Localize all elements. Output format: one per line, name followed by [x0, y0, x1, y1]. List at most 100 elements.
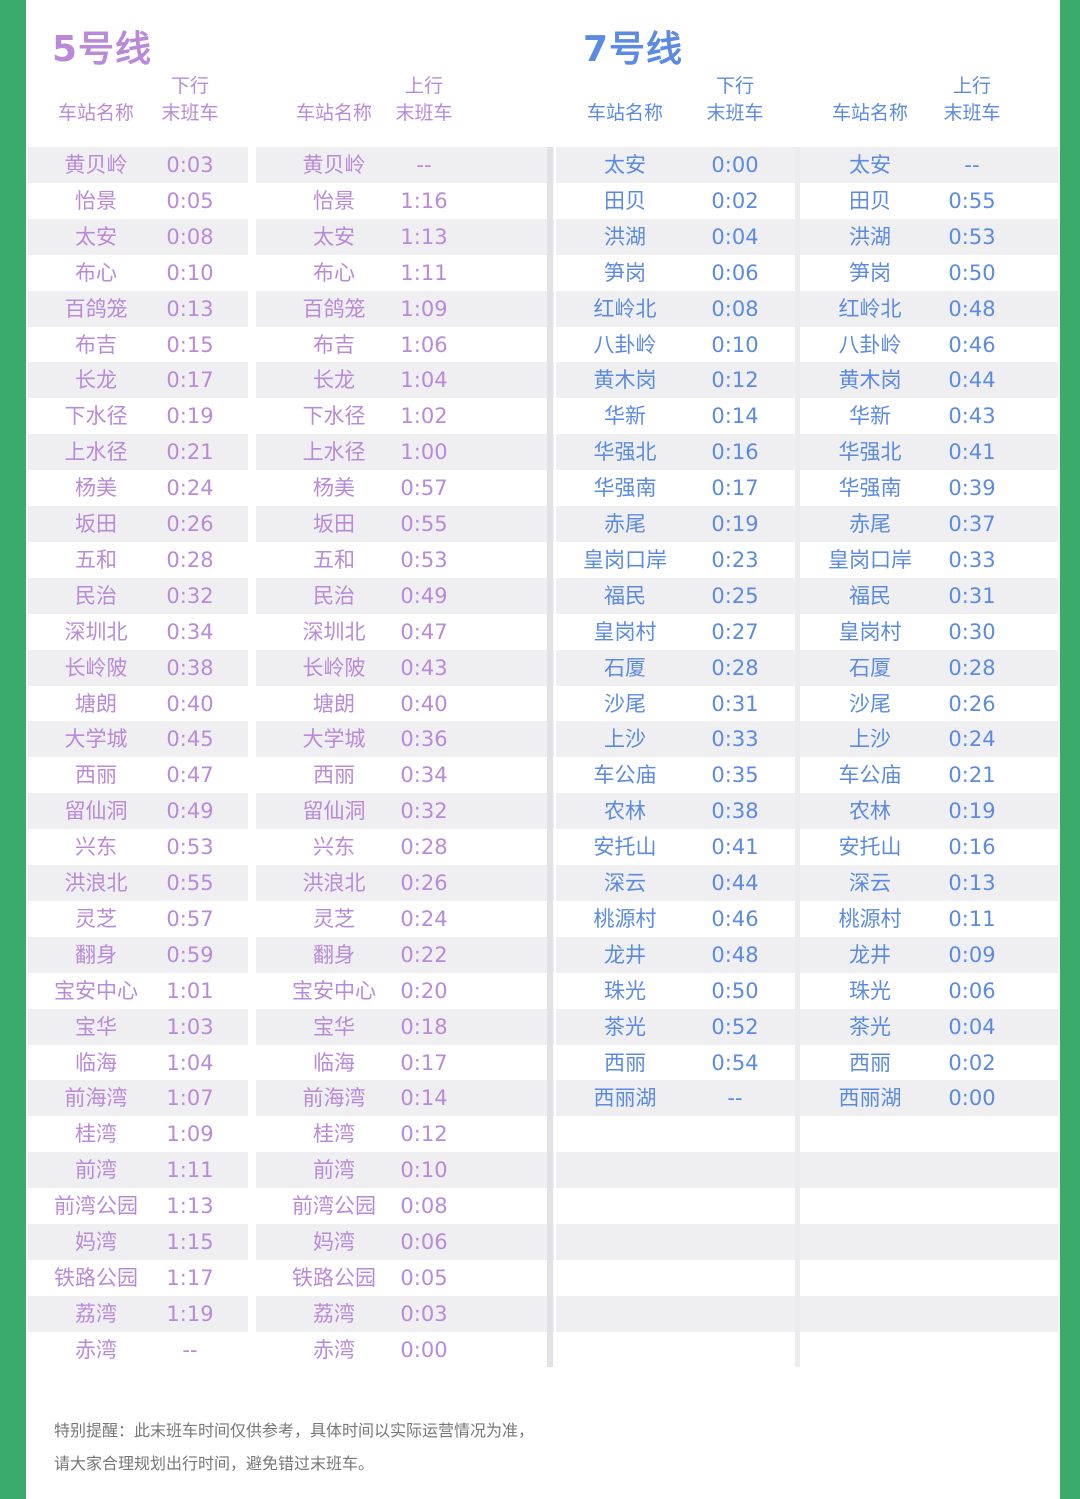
station-name-down: 翻身	[75, 942, 117, 967]
up-last-train-time: 0:37	[948, 512, 996, 536]
up-last-train-time: 0:20	[400, 978, 448, 1003]
down-last-train-time: 1:09	[166, 1122, 214, 1147]
right-border	[1060, 0, 1080, 1499]
down-last-train-time: 0:10	[711, 332, 759, 357]
station-name-down: 黄木岗	[593, 368, 657, 393]
station-name-down: 灵芝	[75, 906, 117, 931]
station-name-down: 留仙洞	[64, 799, 128, 824]
station-name-up: 桂湾	[313, 1122, 355, 1147]
line5-down-dir-header: 下行 末班车	[150, 73, 230, 127]
station-name-down: 长龙	[75, 368, 117, 393]
station-name-up: 大学城	[302, 727, 366, 752]
line7-up-station-header: 车站名称	[831, 102, 908, 124]
up-last-train-time: 0:17	[400, 1050, 448, 1075]
station-name-down: 西丽湖	[593, 1086, 657, 1111]
down-last-train-time: 0:54	[711, 1050, 759, 1075]
line5-up-station-header: 车站名称	[295, 102, 372, 124]
row-stripe	[28, 362, 1058, 399]
down-last-train-time: 0:23	[711, 547, 759, 572]
station-name-down: 安托山	[593, 835, 657, 860]
down-last-train-time: 0:40	[166, 691, 214, 716]
station-name-up: 石厦	[849, 655, 891, 680]
station-name-down: 妈湾	[75, 1230, 117, 1254]
station-name-up: 赤尾	[849, 512, 891, 536]
down-last-train-time: 0:19	[711, 512, 759, 536]
station-name-down: 桂湾	[75, 1122, 117, 1147]
station-name-down: 怡景	[75, 188, 117, 213]
up-last-train-time: 0:47	[400, 619, 448, 644]
station-name-up: 黄贝岭	[302, 153, 366, 177]
station-name-up: 安托山	[838, 835, 902, 860]
down-last-train-time: 0:16	[711, 440, 759, 465]
down-last-train-time: 0:08	[166, 224, 214, 249]
station-name-down: 皇岗村	[593, 619, 657, 644]
station-name-up: 桃源村	[838, 906, 902, 931]
up-last-train-time: 0:19	[948, 799, 996, 824]
station-name-up: 笋岗	[849, 260, 891, 285]
down-last-train-time: 0:38	[711, 799, 759, 824]
down-last-train-time: 0:32	[166, 583, 214, 608]
direction-label: 上行	[404, 75, 443, 97]
station-name-down: 兴东	[75, 835, 117, 860]
down-last-train-time: 0:34	[166, 619, 214, 644]
down-last-train-time: 0:27	[711, 619, 759, 644]
station-name-up: 长岭陂	[302, 655, 366, 680]
station-name-down: 布吉	[75, 332, 117, 357]
up-last-train-time: 1:02	[400, 404, 448, 429]
station-name-down: 杨美	[75, 476, 117, 501]
up-last-train-time: 0:33	[948, 547, 996, 572]
down-last-train-time: 0:33	[711, 727, 759, 752]
station-name-down: 临海	[75, 1050, 117, 1075]
station-name-up: 布心	[313, 260, 355, 285]
down-last-train-time: 0:28	[711, 655, 759, 680]
down-last-train-time: 0:19	[166, 404, 214, 429]
up-last-train-time: 0:00	[400, 1337, 448, 1362]
down-last-train-time: 0:52	[711, 1014, 759, 1039]
station-name-down: 坂田	[75, 512, 117, 536]
up-last-train-time: 0:21	[948, 763, 996, 788]
direction-label: 下行	[170, 75, 209, 97]
station-name-up: 华强南	[838, 476, 902, 501]
down-last-train-time: 0:10	[166, 260, 214, 285]
station-name-down: 大学城	[64, 727, 128, 752]
row-stripe	[28, 1152, 1058, 1189]
down-last-train-time: 0:21	[166, 440, 214, 465]
up-last-train-time: 1:06	[400, 332, 448, 357]
up-last-train-time: 0:53	[948, 224, 996, 249]
notice-line-2: 请大家合理规划出行时间，避免错过末班车。	[54, 1454, 375, 1473]
station-name-down: 沙尾	[604, 691, 646, 716]
station-name-down: 前湾	[75, 1158, 117, 1183]
down-last-train-time: 0:49	[166, 799, 214, 824]
up-last-train-time: 0:49	[400, 583, 448, 608]
down-last-train-time: 1:19	[166, 1301, 214, 1326]
station-name-down: 黄贝岭	[64, 153, 128, 177]
row-stripe	[28, 577, 1058, 614]
up-last-train-time: 1:13	[400, 224, 448, 249]
row-stripe	[28, 649, 1058, 686]
up-last-train-time: 0:18	[400, 1014, 448, 1039]
line5-down-station-header: 车站名称	[57, 102, 134, 124]
up-last-train-time: 0:10	[400, 1158, 448, 1183]
up-last-train-time: 0:24	[400, 906, 448, 931]
station-name-up: 五和	[313, 547, 355, 572]
up-last-train-time: 0:30	[948, 619, 996, 644]
down-last-train-time: --	[182, 1337, 198, 1362]
down-last-train-time: 0:35	[711, 763, 759, 788]
down-last-train-time: 1:01	[166, 978, 214, 1003]
row-stripe	[28, 506, 1058, 542]
station-name-down: 珠光	[604, 978, 646, 1003]
row-stripe	[28, 1008, 1058, 1045]
station-name-up: 民治	[313, 583, 355, 608]
last-train-label: 末班车	[395, 102, 453, 124]
line7-down-dir-header: 下行 末班车	[695, 73, 775, 127]
up-last-train-time: 0:43	[948, 404, 996, 429]
down-last-train-time: 0:53	[166, 835, 214, 860]
station-name-down: 民治	[75, 583, 117, 608]
station-name-down: 华强南	[593, 476, 657, 501]
up-last-train-time: 0:28	[948, 655, 996, 680]
line7-title: 7号线	[583, 29, 684, 70]
up-last-train-time: 0:28	[400, 835, 448, 860]
down-last-train-time: 0:12	[711, 368, 759, 393]
station-name-up: 福民	[849, 583, 891, 608]
station-name-up: 深云	[849, 871, 891, 895]
